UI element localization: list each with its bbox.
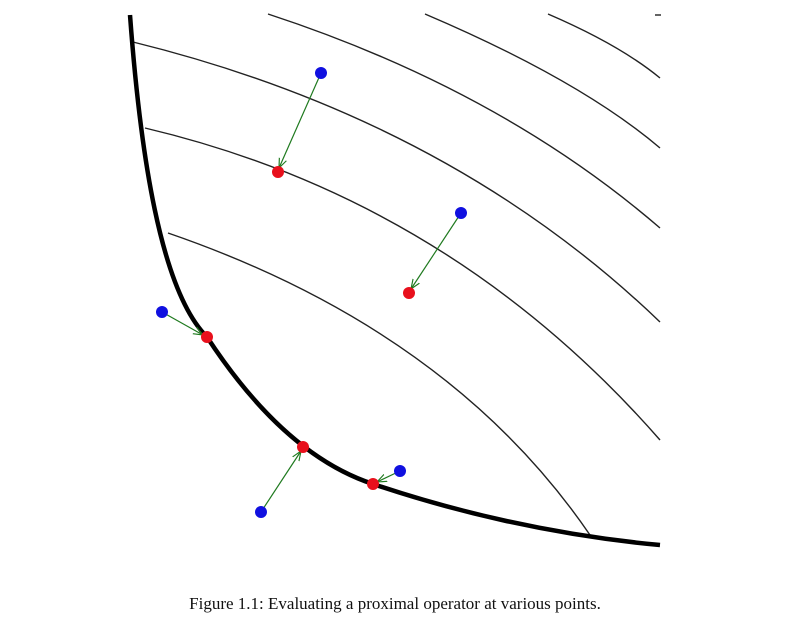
contour-line <box>167 232 591 536</box>
input-point <box>156 306 168 318</box>
figure-caption: Figure 1.1: Evaluating a proximal operat… <box>189 594 601 613</box>
arrows <box>161 72 462 513</box>
input-point <box>315 67 327 79</box>
contour-line <box>144 127 661 441</box>
contour-line <box>547 13 661 79</box>
figure <box>127 13 661 548</box>
arrow <box>161 311 203 335</box>
input-point <box>455 207 467 219</box>
domain-boundary <box>127 14 661 548</box>
input-point <box>255 506 267 518</box>
prox-point <box>297 441 309 453</box>
contour-line <box>267 13 661 229</box>
arrow <box>260 451 301 513</box>
points <box>156 67 467 518</box>
contour-line <box>424 13 661 149</box>
prox-point <box>272 166 284 178</box>
prox-point <box>367 478 379 490</box>
prox-point <box>403 287 415 299</box>
arrow <box>279 72 322 168</box>
prox-point <box>201 331 213 343</box>
contours <box>132 13 661 536</box>
input-point <box>394 465 406 477</box>
arrow <box>411 212 462 289</box>
contour-line <box>132 41 661 323</box>
